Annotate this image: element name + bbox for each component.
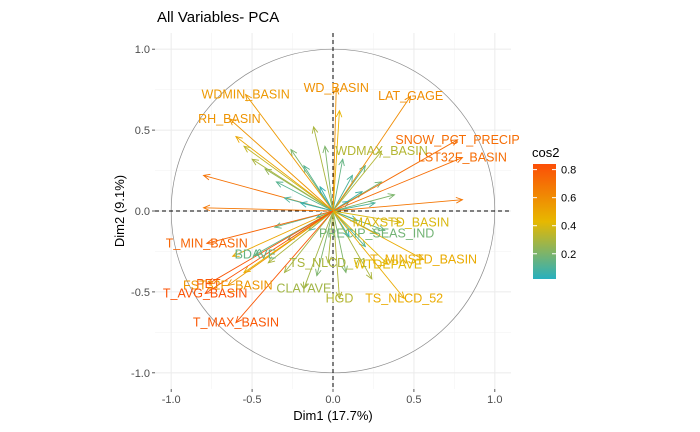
variable-arrow [231,210,334,257]
variable-arrow [264,168,334,212]
variable-arrow [267,210,334,264]
variable-label-wdmax-basin: WDMAX_BASIN [335,144,427,158]
variable-label-maxstd-basin: MAXSTD_BASIN [353,215,450,229]
variable-arrow [303,164,334,212]
variable-arrows [202,86,464,324]
legend: cos2 0.2 0.4 0.6 0.8 [532,145,576,279]
variable-arrow-wdmax-basin [332,150,383,212]
variable-arrow [299,201,334,212]
chart-title: All Variables- PCA [157,9,279,26]
variable-arrow [332,210,373,280]
x-tick-label: 0.5 [406,394,421,406]
variable-arrow [332,174,353,212]
y-axis-title: Dim2 (9.1%) [112,175,127,247]
axis-ticks: -1.0 -0.5 0.0 0.5 1.0 -1.0 -0.5 0.0 0.5 1.0 [131,44,502,406]
variable-arrow-snow-pct-precip [332,139,459,212]
legend-tick-label: 0.8 [561,165,576,177]
variable-label-pet: PET [196,277,221,291]
variable-arrow-hgd [332,210,343,300]
variable-arrow [243,145,334,212]
variable-arrow [311,125,334,212]
x-tick-label: -1.0 [162,394,181,406]
variable-arrow [283,210,334,274]
y-tick-label: 1.0 [135,44,150,56]
variable-label-t-max-basin: T_MAX_BASIN [193,316,279,330]
variable-label-t-avg-basin: T_AVG_BASIN [163,287,248,301]
variable-label-precip-seas-ind: PRECIP_SEAS_IND [319,227,434,241]
variable-arrow [332,158,345,212]
legend-tick-label: 0.6 [561,193,576,205]
variable-arrow-maxstd-basin [332,210,403,225]
variable-arrow-t-max-basin [235,210,334,324]
variable-label-bdave: BDAVE [235,248,276,262]
variable-label-wtdepave: WTDEPAVE [354,257,422,271]
legend-tick-label: 0.4 [561,221,576,233]
variable-arrow-wd-basin [332,86,340,212]
y-tick-label: -0.5 [131,287,150,299]
variable-arrow-t-avg-basin [204,210,334,295]
variable-label-wd-basin: WD_BASIN [304,81,369,95]
variable-label-clayave: CLAYAVE [276,282,331,296]
legend-tick-label: 0.2 [561,249,576,261]
variable-arrow-pet [207,210,334,285]
legend-ticks: 0.2 0.4 0.6 0.8 [533,165,576,261]
variable-label-t-minstd-basin: T_MINSTD_BASIN [370,253,477,267]
legend-title: cos2 [532,145,559,160]
variable-label-snow-pct-precip: SNOW_PCT_PRECIP [395,133,519,147]
x-tick-label: 1.0 [487,394,502,406]
variable-arrow [332,210,348,274]
y-tick-label: 0.5 [135,125,150,137]
variable-label-ts-nlcd-71: TS_NLCD_71 [289,256,367,270]
variable-label-lst32f-basin: LST32F_BASIN [418,151,507,165]
variable-arrow-ts-nlcd-52 [332,210,405,300]
y-tick-label: -1.0 [131,368,150,380]
variable-arrow [332,193,396,212]
variable-arrow [202,204,334,212]
variable-arrow-t-min-basin [205,210,334,245]
variable-arrow [315,210,334,277]
y-tick-label: 0.0 [135,206,150,218]
variable-arrow-ts-nlcd-71 [325,210,334,264]
variable-arrow-rh-basin [228,118,334,212]
x-tick-label: -0.5 [243,394,262,406]
variable-label-lat-gage: LAT_GAGE [378,89,443,103]
variable-arrow-wtdepave [332,210,389,266]
variable-arrow-lst32f-basin [332,156,464,212]
variable-label-fst32f-basin: FST32F_BASIN [183,278,273,292]
variable-arrow [275,181,334,212]
x-tick-label: 0.0 [325,394,340,406]
variable-arrow [332,109,343,212]
variable-label-t-min-basin: T_MIN_BASIN [166,236,248,250]
variable-arrow [332,200,377,212]
variable-label-wdmin-basin: WDMIN_BASIN [202,87,290,101]
variable-label-rh-basin: RH_BASIN [198,112,261,126]
variable-arrow [319,185,334,212]
variable-arrow-fst32f-basin [226,210,334,287]
variable-label-ts-nlcd-52: TS_NLCD_52 [365,291,443,305]
x-axis-title: Dim1 (17.7%) [293,408,372,423]
variable-arrow [235,135,334,212]
variable-labels: WD_BASIN WDMIN_BASIN LAT_GAGE RH_BASIN SNOW_… [163,81,520,330]
variable-arrow-clayave [302,210,334,290]
variable-arrow-lat-gage [332,95,412,212]
variable-label-hgd: HGD [326,291,354,305]
variable-arrow [332,196,464,212]
variable-arrow [322,145,334,212]
variable-arrow-wdmin-basin [244,93,334,212]
legend-colorbar [533,164,556,279]
variable-arrow [332,210,386,232]
variable-arrow-t-minstd-basin [332,210,425,261]
